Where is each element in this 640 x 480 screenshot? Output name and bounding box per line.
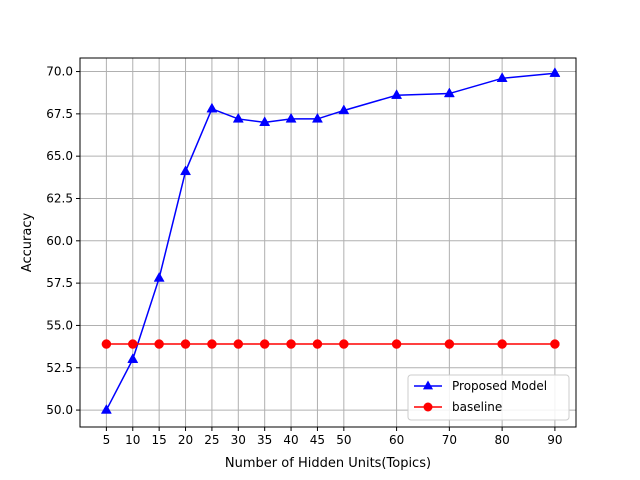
data-point <box>443 87 455 98</box>
data-point <box>180 339 191 349</box>
x-tick-label: 90 <box>547 433 562 447</box>
data-point <box>100 404 112 414</box>
y-tick-label: 65.0 <box>46 149 73 163</box>
data-point <box>259 116 271 126</box>
legend-marker-proposed-model <box>422 380 434 390</box>
y-tick-label: 60.0 <box>46 234 73 248</box>
y-ticks: 50.0 52.5 55.0 57.5 60.0 62.5 65.0 67.5 70.0 <box>46 65 80 417</box>
x-tick-label: 30 <box>231 433 246 447</box>
x-ticks: 5 10 15 20 25 30 35 40 45 50 60 70 80 90 <box>103 427 563 447</box>
legend-entry-proposed-model: Proposed Model <box>414 379 547 393</box>
data-point <box>233 339 244 349</box>
x-tick-label: 40 <box>283 433 298 447</box>
data-point <box>444 339 455 349</box>
y-tick-label: 50.0 <box>46 403 73 417</box>
x-tick-label: 15 <box>152 433 167 447</box>
data-point <box>311 112 323 123</box>
x-tick-label: 70 <box>442 433 457 447</box>
data-point <box>259 339 270 349</box>
x-tick-label: 80 <box>494 433 509 447</box>
data-point <box>339 339 349 349</box>
data-point <box>206 102 218 113</box>
y-tick-label: 67.5 <box>46 107 73 121</box>
data-point <box>550 339 560 349</box>
y-tick-label: 70.0 <box>46 65 73 79</box>
data-point <box>391 89 403 99</box>
data-point <box>128 339 138 349</box>
series-layer <box>100 67 561 414</box>
data-point <box>232 112 244 123</box>
legend-marker-baseline <box>423 402 433 412</box>
data-point <box>338 104 350 115</box>
legend-label-proposed-model: Proposed Model <box>452 379 547 393</box>
x-tick-label: 60 <box>389 433 404 447</box>
x-tick-label: 10 <box>125 433 140 447</box>
data-point <box>207 339 217 349</box>
data-point <box>286 339 296 349</box>
x-tick-label: 35 <box>257 433 272 447</box>
legend: Proposed Model baseline <box>407 374 570 421</box>
x-tick-label: 25 <box>204 433 219 447</box>
y-tick-label: 55.0 <box>46 318 73 332</box>
x-axis-label: Number of Hidden Units(Topics) <box>225 456 431 471</box>
grid <box>80 58 576 427</box>
plot-frame <box>79 57 577 428</box>
x-tick-label: 20 <box>178 433 193 447</box>
y-tick-label: 62.5 <box>46 191 73 205</box>
x-tick-label: 5 <box>103 433 111 447</box>
legend-box <box>407 374 570 421</box>
data-point <box>496 72 508 82</box>
legend-entry-baseline: baseline <box>414 400 502 414</box>
data-point <box>127 353 139 363</box>
x-tick-label: 45 <box>310 433 325 447</box>
legend-label-baseline: baseline <box>452 400 502 414</box>
data-point <box>549 67 561 77</box>
data-point <box>497 339 507 349</box>
data-point <box>101 339 112 349</box>
data-point <box>285 112 297 123</box>
y-tick-label: 57.5 <box>46 276 73 290</box>
x-tick-label: 50 <box>336 433 351 447</box>
series-line-0 <box>105 72 555 411</box>
data-point <box>391 339 402 349</box>
data-point <box>153 272 165 282</box>
y-tick-label: 52.5 <box>46 361 73 375</box>
data-point <box>180 165 192 176</box>
data-point <box>154 339 164 349</box>
y-axis-label: Accuracy <box>20 213 35 273</box>
data-point <box>312 339 323 349</box>
